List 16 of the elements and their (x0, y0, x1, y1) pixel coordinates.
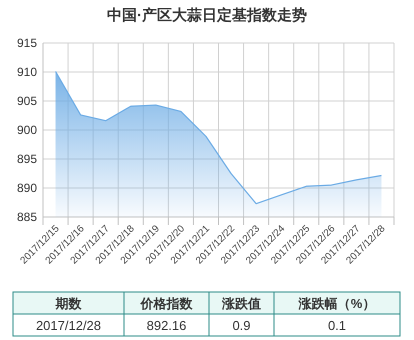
text: 892.16 (146, 318, 186, 333)
chart-title: 中国·产区大蒜日定基指数走势 (107, 6, 307, 24)
y-tick-label: 895 (16, 152, 38, 166)
text: 涨跌幅（%） (298, 296, 376, 311)
text: 期数 (54, 296, 82, 311)
y-tick-label: 910 (16, 65, 38, 79)
text: 0.9 (232, 318, 251, 333)
text: 0.1 (328, 318, 346, 333)
text: 涨跌值 (221, 296, 261, 311)
y-tick-label: 915 (16, 36, 38, 50)
y-tick-label: 905 (16, 94, 38, 108)
y-tick-label: 900 (16, 123, 38, 137)
y-tick-label: 885 (16, 210, 38, 224)
text: 2017/12/28 (36, 318, 102, 333)
text: 价格指数 (140, 296, 194, 311)
y-tick-label: 890 (16, 181, 38, 195)
